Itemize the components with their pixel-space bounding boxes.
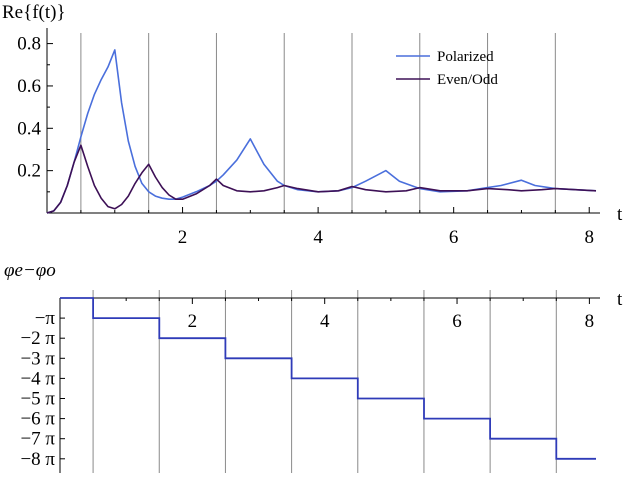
top-x-tick-label: 4 (313, 227, 323, 248)
top-x-tick-label: 2 (178, 227, 188, 248)
top-x-tick-label: 6 (449, 227, 459, 248)
bottom-x-axis-title: t (617, 289, 623, 310)
bottom-y-tick-label: −3 π (20, 348, 55, 369)
bottom-y-tick-label: −8 π (20, 449, 55, 470)
bottom-x-tick-label: 8 (585, 311, 595, 332)
bottom-series-group (60, 297, 596, 460)
legend: Polarized Even/Odd (396, 49, 498, 88)
top-gridlines (80, 33, 556, 213)
bottom-y-tick-label: −π (35, 308, 56, 329)
bottom-y-tick-label: −7 π (20, 429, 55, 450)
bottom-x-tick-label: 6 (452, 311, 462, 332)
bottom-x-tick-label: 2 (188, 311, 198, 332)
bottom-y-tick-label: −4 π (20, 368, 55, 389)
bottom-panel-phase-difference: 2 4 6 8 −π−2 π−3 π−4 π−5 π−6 π−7 π−8 π φe−φo… (4, 260, 623, 473)
bottom-y-tick-label: −2 π (20, 328, 55, 349)
series-line-even-odd (46, 144, 597, 214)
top-y-tick-label: 0.8 (17, 34, 41, 55)
top-x-axis-title: t (617, 204, 623, 225)
series-line-polarized (46, 49, 597, 214)
top-axes: 2 4 6 8 0.2 0.4 0.6 0.8 (17, 28, 600, 248)
bottom-axes: 2 4 6 8 −π−2 π−3 π−4 π−5 π−6 π−7 π−8 π (20, 297, 600, 473)
bottom-y-axis-title: φe−φo (4, 260, 56, 281)
top-x-tick-label: 8 (584, 227, 594, 248)
bottom-y-tick-label: −5 π (20, 389, 55, 410)
bottom-x-tick-label: 4 (320, 311, 330, 332)
legend-label-even-odd: Even/Odd (437, 72, 498, 88)
top-y-tick-label: 0.6 (17, 76, 41, 97)
top-y-axis-title: Re{f(t)} (2, 2, 66, 23)
series-line-phase-difference (60, 297, 596, 460)
top-y-tick-label: 0.4 (17, 118, 41, 139)
top-panel-realf: 2 4 6 8 0.2 0.4 0.6 0.8 Re{f(t)} t Polarized Ev… (2, 2, 623, 248)
legend-label-polarized: Polarized (437, 49, 494, 65)
top-series-group (46, 49, 597, 214)
top-y-tick-label: 0.2 (17, 161, 41, 182)
bottom-y-tick-label: −6 π (20, 409, 55, 430)
